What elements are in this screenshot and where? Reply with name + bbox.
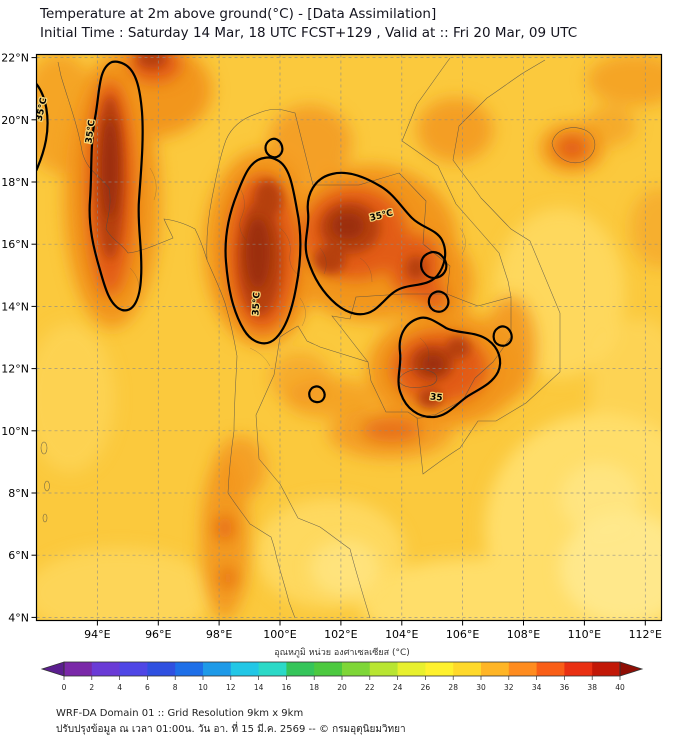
- colorbar-title: อุณหภูมิ หน่วย องศาเซลเซียส (°C): [274, 647, 410, 658]
- y-tick-label: 4°N: [8, 611, 29, 624]
- x-tick-label: 102°E: [324, 628, 357, 641]
- map-frame: [35, 53, 663, 622]
- colorbar-over-arrow: [619, 661, 644, 677]
- temperature-field: 35°C 35°C 35°C 35°C 35: [36, 54, 662, 621]
- coastline-and-borders: [40, 57, 596, 619]
- x-tick-label: 108°E: [507, 628, 540, 641]
- colorbar-tick: 40: [615, 683, 625, 692]
- page-title: Temperature at 2m above ground(°C) - [Da…: [40, 6, 437, 22]
- colorbar-segments: [64, 662, 621, 676]
- y-tick-label: 18°N: [1, 176, 29, 189]
- x-tick-label: 94°E: [84, 628, 110, 641]
- colorbar-tick-labels: 0 2 4 6 8 10 12 14 16 18 20 22 24 26 28 …: [62, 683, 625, 692]
- colorbar-tick: 28: [448, 683, 458, 692]
- colorbar-tick: 0: [62, 683, 67, 692]
- colorbar-tick: 26: [421, 683, 431, 692]
- page-subtitle: Initial Time : Saturday 14 Mar, 18 UTC F…: [40, 25, 578, 41]
- y-tick-label: 20°N: [1, 114, 29, 127]
- y-tick-label: 16°N: [1, 238, 29, 251]
- colorbar-tick: 16: [282, 683, 292, 692]
- x-tick-label: 106°E: [446, 628, 479, 641]
- contour-label: 35°C: [251, 291, 262, 316]
- footer-update-info: ปรับปรุงข้อมูล ณ เวลา 01:00น. วัน อา. ที…: [56, 724, 406, 735]
- x-axis-labels: 94°E 96°E 98°E 100°E 102°E 104°E 106°E 1…: [84, 628, 662, 641]
- colorbar-tick: 2: [89, 683, 94, 692]
- colorbar-tick: 4: [117, 683, 122, 692]
- contour-label: 35°C: [84, 119, 97, 144]
- y-tick-label: 10°N: [1, 425, 29, 438]
- province-boundaries: [129, 167, 466, 367]
- y-tick-label: 22°N: [1, 52, 29, 65]
- contour-labels: 35°C 35°C 35°C 35°C 35: [37, 95, 445, 404]
- colorbar-tick: 6: [145, 683, 150, 692]
- contours-35c: [36, 60, 513, 419]
- contour-label: 35: [429, 392, 443, 403]
- colorbar-tick: 14: [254, 683, 264, 692]
- x-tick-label: 104°E: [385, 628, 418, 641]
- x-tick-label: 100°E: [263, 628, 296, 641]
- colorbar-tick: 32: [504, 683, 514, 692]
- colorbar-tick-marks: [63, 676, 621, 680]
- colorbar: อุณหภูมิ หน่วย องศาเซลเซียส (°C) 0 2 4 6…: [40, 647, 644, 692]
- x-tick-label: 112°E: [629, 628, 662, 641]
- colorbar-tick: 18: [309, 683, 319, 692]
- x-tick-label: 96°E: [145, 628, 171, 641]
- colorbar-tick: 22: [365, 683, 375, 692]
- y-axis-labels: 22°N 20°N 18°N 16°N 14°N 12°N 10°N 8°N 6…: [1, 52, 29, 625]
- graticule-gridlines: [36, 54, 662, 621]
- y-tick-label: 14°N: [1, 300, 29, 313]
- colorbar-tick: 30: [476, 683, 486, 692]
- x-tick-label: 98°E: [206, 628, 232, 641]
- x-tick-label: 110°E: [568, 628, 601, 641]
- colorbar-tick: 10: [198, 683, 208, 692]
- colorbar-tick: 20: [337, 683, 347, 692]
- x-axis-ticks: [31, 57, 646, 626]
- y-tick-label: 6°N: [8, 549, 29, 562]
- colorbar-under-arrow: [40, 661, 65, 677]
- colorbar-tick: 38: [587, 683, 597, 692]
- colorbar-tick: 12: [226, 683, 236, 692]
- y-tick-label: 12°N: [1, 363, 29, 376]
- map-plot: 35°C 35°C 35°C 35°C 35 94°E 96°E 98°E: [1, 52, 663, 641]
- colorbar-tick: 24: [393, 683, 403, 692]
- footer: WRF-DA Domain 01 :: Grid Resolution 9km …: [56, 706, 406, 738]
- colorbar-tick: 8: [173, 683, 178, 692]
- field-dark-red-layer: [102, 118, 444, 373]
- colorbar-tick: 36: [560, 683, 570, 692]
- field-pale-yellow-layer: [310, 463, 662, 621]
- colorbar-tick: 34: [532, 683, 542, 692]
- footer-domain-info: WRF-DA Domain 01 :: Grid Resolution 9km …: [56, 708, 304, 719]
- y-tick-label: 8°N: [8, 487, 29, 500]
